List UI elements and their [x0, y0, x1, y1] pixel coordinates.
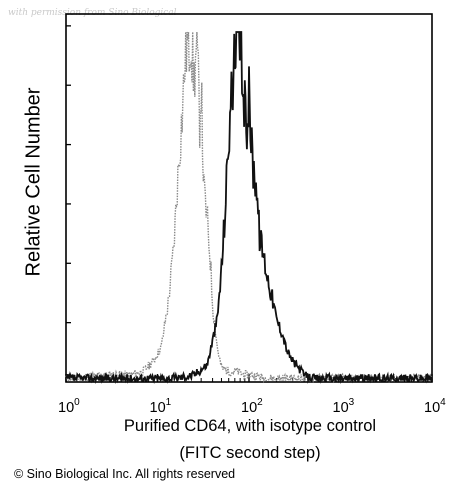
series-layer — [65, 31, 433, 385]
y-ticks — [66, 25, 71, 324]
x-axis-label-line1: Purified CD64, with isotype control — [123, 417, 377, 435]
x-tick-label: 100 — [58, 397, 80, 416]
x-tick-label: 101 — [150, 397, 172, 416]
watermark-text: with permission from Sino Biological — [8, 8, 177, 18]
x-axis-label-line2: (FITC second step) — [179, 444, 321, 462]
y-axis-label: Relative Cell Number — [22, 87, 45, 277]
x-tick-label: 104 — [424, 397, 446, 416]
x-tick-label: 102 — [241, 397, 263, 416]
copyright-notice: © Sino Biological Inc. All rights reserv… — [14, 467, 236, 481]
x-tick-label: 103 — [333, 397, 355, 416]
series-line-cd64 — [65, 31, 433, 385]
